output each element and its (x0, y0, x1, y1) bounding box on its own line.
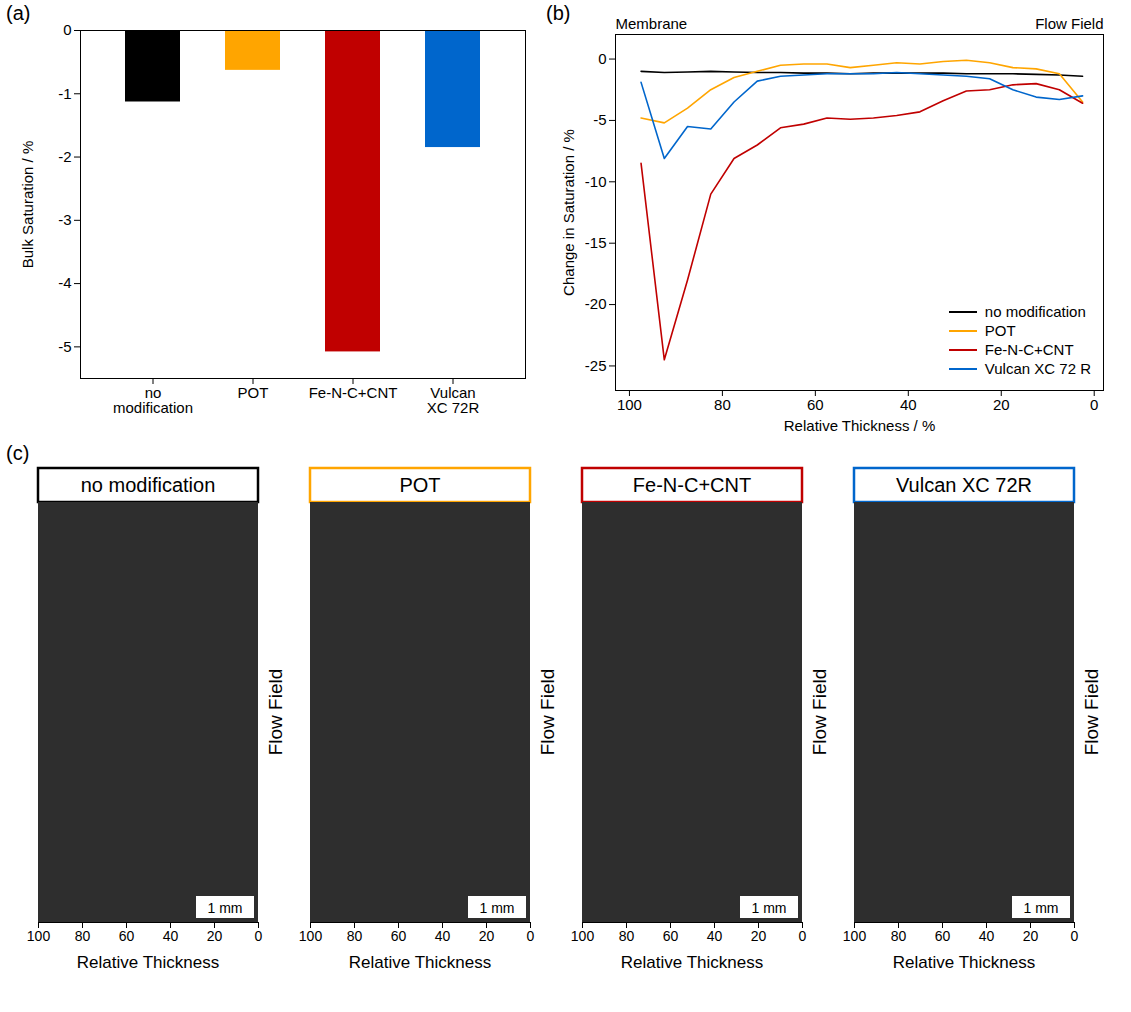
html-text:(b): (b) (546, 2, 571, 24)
svg-text:60: 60 (119, 928, 135, 944)
svg-text:Fe-N-C+CNT: Fe-N-C+CNT (633, 474, 751, 496)
svg-text:-2: -2 (58, 148, 71, 165)
svg-text:Relative Thickness: Relative Thickness (893, 953, 1035, 972)
svg-text:no modification: no modification (81, 474, 216, 496)
svg-text:0: 0 (63, 21, 71, 38)
svg-text:Relative Thickness: Relative Thickness (349, 953, 491, 972)
svg-text:Relative Thickness / %: Relative Thickness / % (784, 417, 935, 434)
svg-text:POT: POT (238, 384, 269, 401)
svg-text:-20: -20 (585, 295, 607, 312)
svg-text:100: 100 (571, 928, 595, 944)
svg-text:-3: -3 (58, 211, 71, 228)
svg-text:-5: -5 (58, 338, 71, 355)
svg-text:Vulcan XC 72R: Vulcan XC 72R (896, 474, 1032, 496)
svg-text:-25: -25 (585, 357, 607, 374)
svg-text:0: 0 (1071, 928, 1079, 944)
svg-text:Flow Field: Flow Field (537, 669, 558, 756)
svg-text:20: 20 (993, 396, 1010, 413)
svg-text:0: 0 (598, 50, 606, 67)
svg-text:1 mm: 1 mm (208, 900, 243, 916)
svg-text:40: 40 (435, 928, 451, 944)
svg-text:-4: -4 (58, 274, 71, 291)
svg-text:80: 80 (891, 928, 907, 944)
svg-text:-5: -5 (593, 111, 606, 128)
svg-text:Relative Thickness: Relative Thickness (77, 953, 219, 972)
html-text:Fe-N-C+CNT: Fe-N-C+CNT (984, 341, 1074, 358)
svg-text:80: 80 (619, 928, 635, 944)
svg-text:1 mm: 1 mm (480, 900, 515, 916)
html-text:POT: POT (984, 322, 1016, 339)
svg-text:0: 0 (799, 928, 807, 944)
svg-text:80: 80 (347, 928, 363, 944)
svg-text:60: 60 (935, 928, 951, 944)
svg-text:Flow Field: Flow Field (809, 669, 830, 756)
svg-text:80: 80 (75, 928, 91, 944)
html-text:(a): (a) (6, 2, 31, 24)
svg-text:1 mm: 1 mm (752, 900, 787, 916)
svg-text:1 mm: 1 mm (1024, 900, 1059, 916)
svg-text:100: 100 (27, 928, 51, 944)
svg-text:40: 40 (979, 928, 995, 944)
svg-text:Flow Field: Flow Field (265, 669, 286, 756)
svg-text:100: 100 (617, 396, 642, 413)
svg-text:20: 20 (479, 928, 495, 944)
svg-text:60: 60 (807, 396, 824, 413)
svg-text:40: 40 (707, 928, 723, 944)
svg-text:40: 40 (163, 928, 179, 944)
svg-text:60: 60 (663, 928, 679, 944)
svg-text:60: 60 (391, 928, 407, 944)
svg-text:-10: -10 (585, 173, 607, 190)
svg-text:(c): (c) (6, 442, 29, 464)
svg-text:20: 20 (207, 928, 223, 944)
svg-text:nomodification: nomodification (113, 384, 193, 416)
svg-text:100: 100 (843, 928, 867, 944)
svg-text:POT: POT (399, 474, 440, 496)
svg-text:20: 20 (751, 928, 767, 944)
svg-text:100: 100 (299, 928, 323, 944)
svg-text:Relative Thickness: Relative Thickness (621, 953, 763, 972)
svg-text:VulcanXC 72R: VulcanXC 72R (427, 384, 480, 416)
svg-text:80: 80 (714, 396, 731, 413)
svg-text:40: 40 (900, 396, 917, 413)
html-text:no modification: no modification (984, 303, 1086, 320)
svg-text:Bulk Saturation / %: Bulk Saturation / % (19, 141, 36, 269)
html-text:Vulcan XC 72 R: Vulcan XC 72 R (984, 360, 1091, 377)
svg-text:Flow Field: Flow Field (1081, 669, 1102, 756)
svg-text:0: 0 (255, 928, 263, 944)
svg-text:-1: -1 (58, 85, 71, 102)
svg-text:Change in Saturation / %: Change in Saturation / % (560, 129, 577, 296)
svg-text:Flow Field: Flow Field (1035, 15, 1103, 32)
svg-text:0: 0 (527, 928, 535, 944)
svg-text:Membrane: Membrane (616, 15, 688, 32)
svg-text:20: 20 (1023, 928, 1039, 944)
svg-text:Fe-N-C+CNT: Fe-N-C+CNT (309, 384, 398, 401)
svg-text:0: 0 (1090, 396, 1098, 413)
svg-text:-15: -15 (585, 234, 607, 251)
